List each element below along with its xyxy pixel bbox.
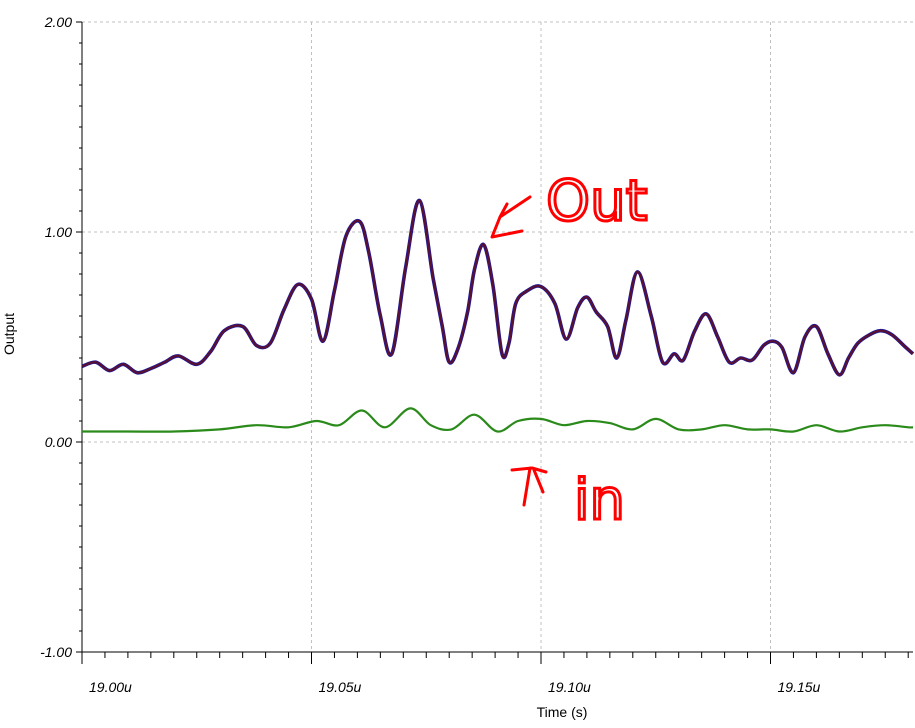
arrow-icon [490, 195, 532, 239]
out-series-line [81, 199, 914, 376]
y-tick-label: -1.00 [40, 644, 72, 660]
tick-labels: -1.00 0.00 1.00 2.00 19.00u 19.05u 19.10u 19.15… [40, 14, 820, 695]
x-tick-label: 19.00u [89, 679, 132, 695]
y-tick-label: 1.00 [45, 224, 72, 240]
x-axis-title: Time (s) [537, 704, 588, 720]
axes [81, 22, 913, 653]
y-tick-label: 2.00 [44, 14, 72, 30]
x-tick-label: 19.10u [548, 679, 591, 695]
x-tick-label: 19.05u [319, 679, 362, 695]
series-lines [81, 198, 915, 433]
up-arrow-icon [510, 466, 548, 507]
grid-lines [82, 21, 913, 652]
handwritten-annotations: Out in [490, 168, 649, 535]
minor-ticks [79, 21, 909, 658]
y-axis-title: Output [1, 313, 17, 355]
y-tick-label: 0.00 [45, 434, 72, 450]
out-annotation: Out [546, 169, 648, 234]
x-tick-label: 19.15u [778, 679, 821, 695]
in-series-line [82, 407, 914, 433]
in-annotation: in [574, 468, 625, 533]
